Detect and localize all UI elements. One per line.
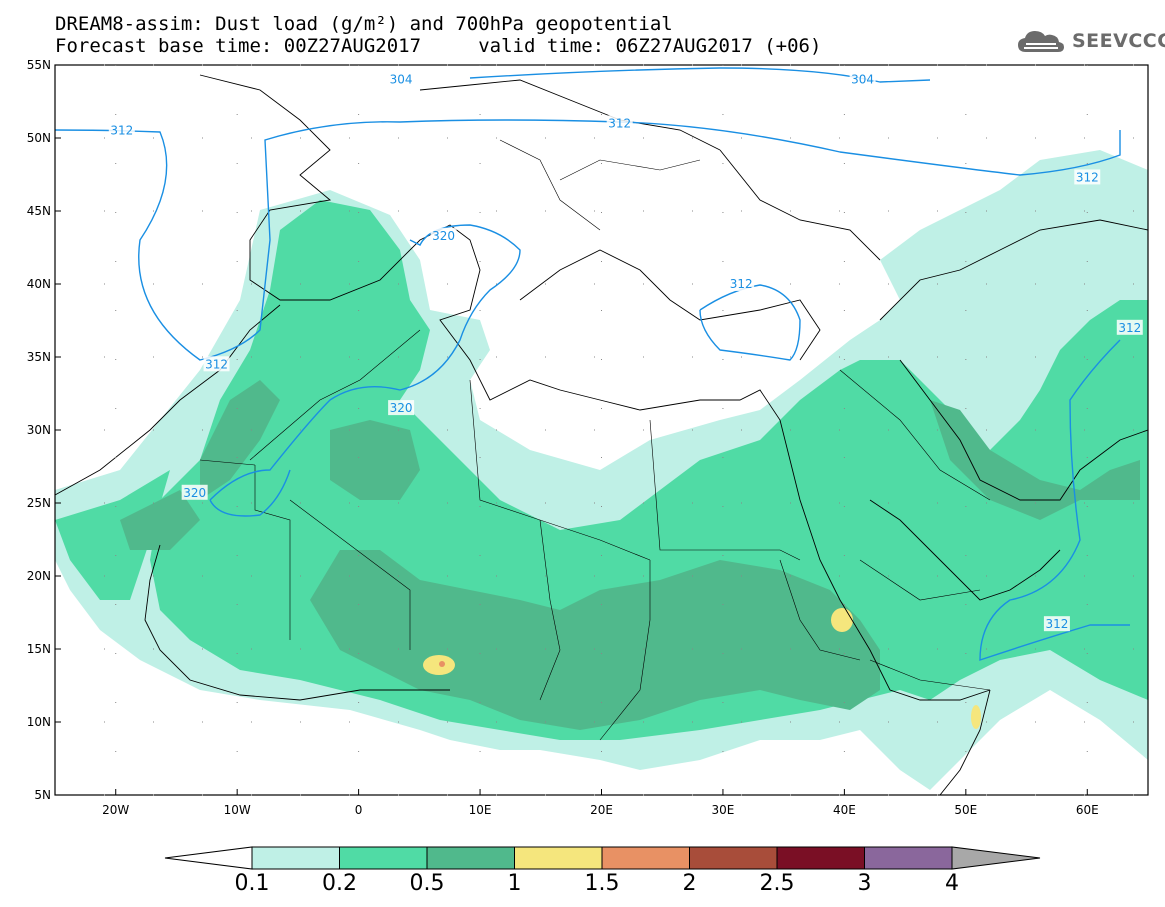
contour-label-bg xyxy=(430,227,457,243)
contour-label: 312 xyxy=(110,124,133,138)
lon-tick-label: 40E xyxy=(833,803,856,817)
lat-tick-label: 5N xyxy=(34,788,51,802)
lon-tick-label: 10E xyxy=(469,803,492,817)
contour-label: 312 xyxy=(1045,617,1068,631)
contour-label: 304 xyxy=(390,73,413,87)
lon-tick-label: 60E xyxy=(1076,803,1099,817)
lat-tick-label: 30N xyxy=(27,423,51,437)
colorbar-label: 0.1 xyxy=(235,871,270,896)
dust-field-high-eritrea xyxy=(831,608,853,632)
latitude-axis: 55N 50N 45N 40N 35N 30N 25N 20N 15N 10N 5N xyxy=(27,58,61,802)
dust-field-dense xyxy=(310,550,880,730)
contour-label-bg xyxy=(849,71,876,87)
lat-tick-label: 25N xyxy=(27,496,51,510)
lat-tick-label: 40N xyxy=(27,277,51,291)
contour-label-bg xyxy=(388,71,415,87)
contour-label: 312 xyxy=(608,116,631,130)
dust-field-dense-west xyxy=(200,380,280,500)
colorbar-swatch xyxy=(426,846,515,870)
lon-tick-label: 0 xyxy=(355,803,363,817)
cloud-icon xyxy=(1018,31,1064,52)
colorbar-label: 3 xyxy=(858,871,872,896)
lat-tick-label: 55N xyxy=(27,58,51,72)
colorbar-swatch xyxy=(339,846,428,870)
colorbar-swatch xyxy=(864,846,953,870)
lon-tick-label: 20E xyxy=(590,803,613,817)
lon-tick-label: 20W xyxy=(102,803,129,817)
contour-label: 312 xyxy=(205,357,228,371)
map-title: DREAM8-assim: Dust load (g/m²) and 700hP… xyxy=(55,13,673,35)
colorbar-label: 1 xyxy=(508,871,522,896)
contour-label-bg xyxy=(1074,169,1101,185)
dust-field-dense-north xyxy=(330,420,420,500)
contour-label-bg xyxy=(108,122,135,138)
lon-tick-label: 30E xyxy=(712,803,735,817)
colorbar-label: 1.5 xyxy=(585,871,620,896)
dust-field-medium-west xyxy=(55,470,170,600)
contour-label: 304 xyxy=(851,73,874,87)
colorbar-swatch xyxy=(776,846,865,870)
colorbar-swatch xyxy=(251,846,340,870)
longitude-axis: 20W 10W 0 10E 20E 30E 40E 50E 60E xyxy=(102,789,1099,817)
colorbar-swatch xyxy=(689,846,778,870)
dust-field-high-niger xyxy=(423,655,455,675)
lon-tick-label: 10W xyxy=(224,803,251,817)
contour-label: 320 xyxy=(390,401,413,415)
colorbar-label: 0.5 xyxy=(410,871,445,896)
country-borders xyxy=(199,139,991,741)
colorbar-high-arrow xyxy=(951,846,1041,870)
logo-text: SEEVCCC xyxy=(1072,30,1165,52)
colorbar-swatch xyxy=(514,846,603,870)
contour-label-bg xyxy=(181,484,208,500)
lon-tick-label: 50E xyxy=(954,803,977,817)
contour-label-bg xyxy=(1043,616,1070,632)
geopotential-contours xyxy=(55,67,1130,661)
dust-field-dense-gulf xyxy=(930,400,1140,520)
contour-label: 312 xyxy=(1118,321,1141,335)
colorbar: 0.1 0.2 0.5 1 1.5 2 2.5 3 4 xyxy=(164,846,1041,896)
dust-field-peak-niger xyxy=(439,661,445,667)
seevccc-logo: SEEVCCC xyxy=(1016,26,1165,56)
lat-tick-label: 20N xyxy=(27,569,51,583)
dust-field-high-somalia xyxy=(971,705,981,729)
colorbar-label: 2 xyxy=(683,871,697,896)
contour-label: 320 xyxy=(432,229,455,243)
colorbar-label: 4 xyxy=(945,871,959,896)
lat-tick-label: 15N xyxy=(27,642,51,656)
map-subtitle: Forecast base time: 00Z27AUG2017 valid t… xyxy=(55,35,822,57)
colorbar-swatch xyxy=(601,846,690,870)
contour-label: 320 xyxy=(183,486,206,500)
contour-label-bg xyxy=(606,115,633,131)
lat-tick-label: 50N xyxy=(27,131,51,145)
coastlines xyxy=(55,74,1148,795)
colorbar-label: 0.2 xyxy=(322,871,357,896)
colorbar-low-arrow xyxy=(164,846,253,870)
contour-label-bg xyxy=(1116,319,1143,335)
contour-label: 312 xyxy=(1076,170,1099,184)
dust-field-dense-coast xyxy=(120,490,200,550)
colorbar-label: 2.5 xyxy=(760,871,795,896)
lat-tick-label: 45N xyxy=(27,204,51,218)
lat-tick-label: 35N xyxy=(27,350,51,364)
lat-tick-label: 10N xyxy=(27,715,51,729)
contour-label-bg xyxy=(388,400,415,416)
contour-label-bg xyxy=(203,356,230,372)
